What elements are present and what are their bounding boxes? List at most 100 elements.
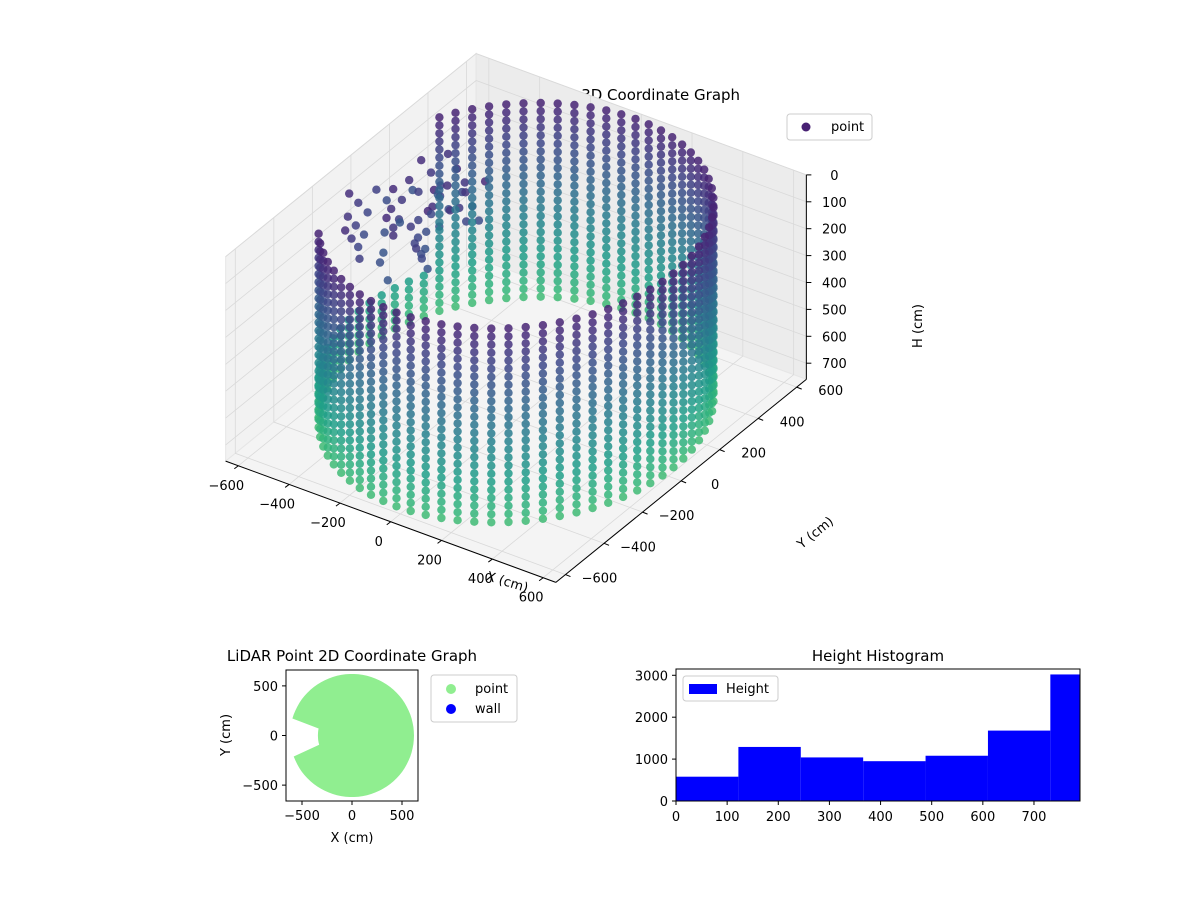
scatter3d-point [588,334,597,343]
scatter3d-point [323,257,332,267]
scatter3d-point [453,378,462,388]
scatter3d-point [707,184,716,193]
scatter2d-y-tick-label: 500 [253,680,278,695]
scatter3d-point [437,328,446,337]
scatter3d-x-tick-label: −200 [310,516,346,531]
histogram-x-tick-label: 500 [919,810,944,825]
scatter3d-point [669,422,678,432]
scatter3d-point [572,508,581,517]
scatter3d-point [588,318,597,327]
scatter3d-point [355,330,364,339]
scatter3d-point [669,390,678,399]
scatter3d-point [379,416,388,425]
scatter3d-point [468,298,477,308]
scatter3d-point [555,447,564,456]
scatter3d-point [487,445,496,454]
scatter3d-point [345,428,355,437]
scatter3d-point [487,485,496,495]
scatter3d-point [453,403,462,412]
scatter3d-point [422,227,431,236]
scatter3d-point [421,470,430,479]
scatter3d-point [453,370,462,380]
scatter3d-point [345,298,355,308]
scatter3d-point [337,347,346,356]
scatter3d-point [536,260,545,269]
scatter3d-point [451,278,460,287]
scatter3d-point [504,501,513,510]
histogram-bar [987,730,1051,801]
scatter3d-point [553,244,562,253]
scatter3d-point [392,340,401,350]
scatter3d-point [504,412,513,422]
scatter3d-point [656,207,666,216]
scatter3d-point [553,163,562,173]
scatter3d-point [656,198,666,208]
scatter3d-point [604,345,613,354]
scatter3d-point [435,298,444,308]
histogram-bar [738,746,801,801]
scatter3d-point [366,393,376,403]
scatter3d-point [644,168,653,177]
scatter3d-point [668,246,677,255]
scatter3d-point [451,302,460,311]
scatter3d-point [345,395,355,405]
scatter3d-point [404,301,414,310]
scatter3d-point [646,374,655,383]
scatter3d-point [646,358,655,367]
scatter3d-point [656,150,666,159]
scatter3d-point [555,431,564,440]
scatter3d-point [669,285,678,294]
scatter3d-point [602,170,611,180]
scatter3d-point [487,356,496,366]
scatter3d-point [392,453,401,463]
scatter3d-point [468,201,477,211]
scatter3d-point [586,151,595,160]
histogram-bar [676,776,739,801]
scatter3d-point [669,358,678,367]
scatter3d-point [435,282,444,291]
scatter3d-point [521,347,530,356]
scatter3d-point [669,269,678,278]
scatter3d-point [570,133,579,142]
scatter3d-point [406,442,415,451]
scatter3d-point [694,379,704,388]
scatter3d-point [687,397,696,406]
scatter3d-point [337,396,346,405]
scatter3d-point [519,131,528,140]
scatter3d-y-tick [603,542,610,546]
scatter3d-point [572,338,581,348]
scatter3d-x-tick [538,577,544,582]
scatter3d-point [484,102,494,111]
scatter3d-point [633,332,642,342]
scatter3d-point [687,316,696,325]
scatter3d-point [337,387,346,397]
scatter3d-point [686,220,695,230]
scatter3d-point [553,188,562,197]
scatter3d-point [366,418,376,427]
scatter3d-point [644,136,653,145]
scatter3d-point [443,149,453,159]
scatter3d-point [687,251,696,261]
scatter3d-point [421,325,430,334]
histogram-legend: Height [682,675,779,702]
scatter3d-point [502,237,511,246]
scatter3d-point [633,445,642,455]
scatter3d-point [453,508,462,517]
scatter3d-point [553,260,562,270]
scatter3d-point [337,283,346,292]
scatter3d-point [536,203,545,213]
scatter3d-point [375,258,385,267]
scatter3d-point [521,411,530,421]
scatter3d-point [617,206,626,216]
scatter3d-point [555,406,564,416]
scatter3d-y-tick-label: 600 [818,384,843,399]
scatter3d-point [707,213,717,222]
scatter3d-point [377,291,386,300]
scatter3d-point [470,501,479,510]
scatter3d-point [419,287,428,297]
scatter3d-point [521,322,530,332]
scatter3d-point [345,323,355,332]
scatter3d-point [421,405,430,415]
scatter3d-point [646,471,655,480]
scatter3d-point [633,308,642,318]
